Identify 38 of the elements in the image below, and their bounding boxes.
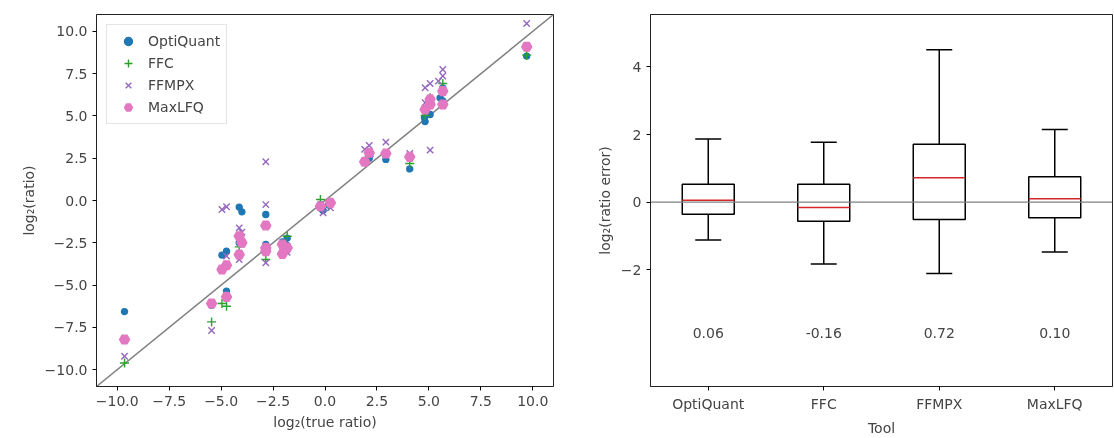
x-tick-label: 10.0 [517, 392, 549, 409]
y-tick-label: 10.0 [56, 23, 88, 40]
x-tick-label: OptiQuant [672, 395, 745, 412]
y-tick-label: 7.5 [65, 65, 88, 82]
x-tick-label: MaxLFQ [1026, 395, 1083, 412]
x-tick-label: −2.5 [256, 392, 291, 409]
x-axis-title: Tool [866, 419, 896, 436]
annotation: -0.16 [805, 324, 842, 341]
y-tick-label: 2.5 [65, 150, 88, 167]
y-tick-label: 4 [632, 58, 642, 75]
y-axis-title: log₂(ratio) [20, 165, 37, 236]
y-tick-label: −7.5 [53, 319, 88, 336]
x-tick-label: −5.0 [204, 392, 239, 409]
legend-label: MaxLFQ [148, 99, 205, 115]
annotation: 0.06 [692, 324, 724, 341]
y-tick-label: 0 [632, 194, 642, 211]
x-tick-label: 7.5 [469, 392, 492, 409]
annotation: 0.72 [923, 324, 955, 341]
y-tick-label: −2.5 [53, 234, 88, 251]
x-tick-label: −7.5 [152, 392, 187, 409]
x-tick-label: 5.0 [417, 392, 440, 409]
annotation: 0.10 [1039, 324, 1071, 341]
x-tick-label: −10.0 [95, 392, 139, 409]
legend-label: OptiQuant [148, 33, 221, 49]
x-axis-title: log₂(true ratio) [273, 413, 377, 430]
x-tick-label: 0.0 [313, 392, 337, 409]
x-tick-label: FFMPX [916, 395, 963, 412]
y-tick-label: −10.0 [44, 361, 88, 378]
legend-label: FFMPX [148, 77, 196, 93]
y-tick-label: 0.0 [65, 192, 88, 209]
y-tick-label: −5.0 [53, 277, 88, 294]
legend-label: FFC [148, 55, 175, 71]
y-tick-label: 2 [632, 126, 642, 143]
y-tick-label: 5.0 [65, 107, 88, 124]
y-tick-label: −2 [620, 261, 642, 278]
x-tick-label: 2.5 [365, 392, 389, 409]
y-axis-title: log₂(ratio error) [596, 146, 613, 255]
x-tick-label: FFC [810, 395, 837, 412]
